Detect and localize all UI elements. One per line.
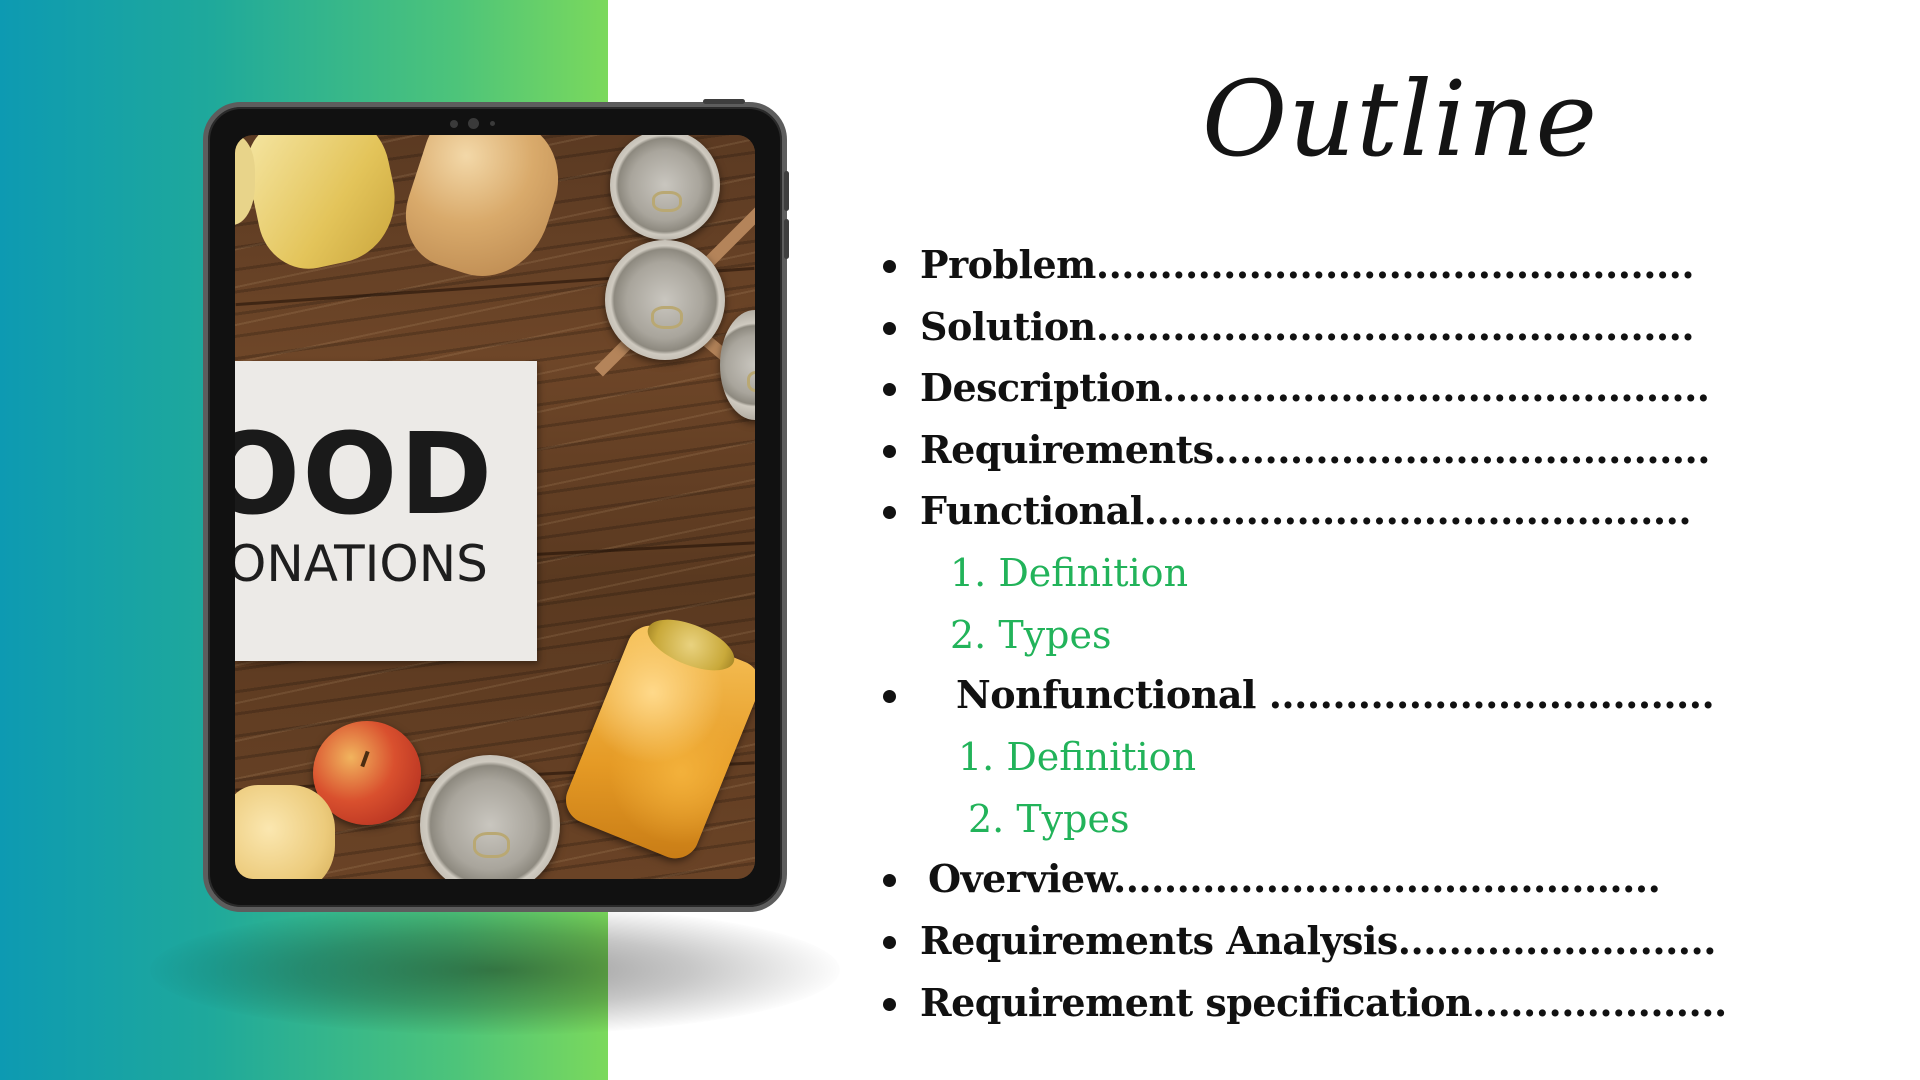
bag-edge — [235, 135, 255, 225]
bullet-icon — [883, 445, 896, 458]
nonfunctional-subitem-definition: 1. Definition — [958, 735, 1197, 779]
tablet-side-button-2 — [784, 219, 789, 259]
bullet-icon — [883, 260, 896, 273]
tablet-side-button — [784, 171, 789, 211]
food-donations-sign: OOD ONATIONS — [235, 361, 537, 661]
tablet-top-button — [703, 99, 745, 104]
outline-item-nonfunctional: Nonfunctional ..........................… — [956, 672, 1715, 717]
outline-item-solution: Solution................................… — [920, 304, 1695, 349]
outline-item-requirements-analysis: Requirements Analysis...................… — [920, 918, 1717, 963]
bullet-icon — [883, 936, 896, 949]
outline-item-functional: Functional..............................… — [920, 488, 1692, 533]
bullet-icon — [883, 998, 896, 1011]
nonfunctional-subitem-types: 2. Types — [968, 797, 1130, 841]
bullet-icon — [883, 690, 896, 703]
bullet-icon — [883, 383, 896, 396]
bullet-icon — [883, 874, 896, 887]
tin-can — [420, 755, 560, 879]
outline-item-problem: Problem.................................… — [920, 242, 1695, 287]
pasta-nest — [235, 785, 335, 879]
outline-item-description: Description.............................… — [920, 365, 1710, 410]
apple — [313, 721, 421, 825]
sign-line2: ONATIONS — [235, 535, 488, 593]
slide-title: Outline — [1201, 58, 1599, 180]
tablet-screen-image: OOD ONATIONS — [235, 135, 755, 879]
bullet-icon — [883, 322, 896, 335]
sign-line1: OOD — [235, 410, 495, 540]
tin-can — [605, 240, 725, 360]
tablet-device: OOD ONATIONS — [203, 99, 789, 912]
tablet-camera — [446, 117, 546, 131]
outline-item-overview: Overview................................… — [928, 856, 1661, 901]
functional-subitem-definition: 1. Definition — [950, 551, 1189, 595]
bullet-icon — [883, 506, 896, 519]
outline-item-requirement-specification: Requirement specification...............… — [920, 980, 1727, 1025]
tablet-shadow — [150, 905, 840, 1035]
functional-subitem-types: 2. Types — [950, 613, 1112, 657]
outline-item-requirements: Requirements............................… — [920, 427, 1711, 472]
tin-can — [610, 135, 720, 240]
